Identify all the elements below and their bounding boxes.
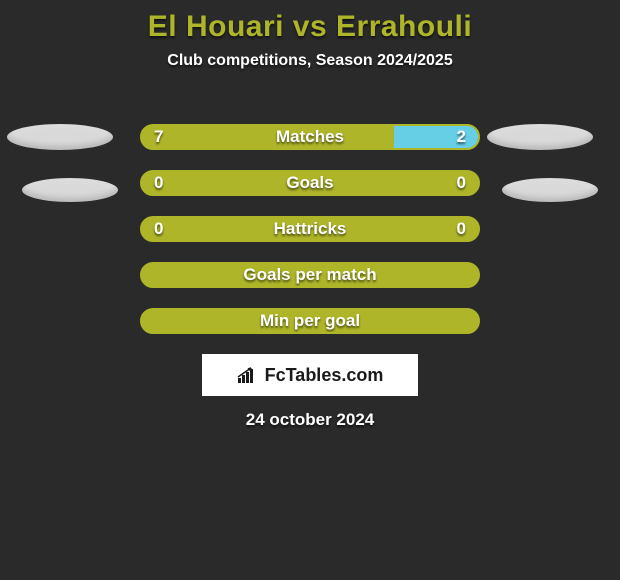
stat-row: Goals per match bbox=[140, 262, 480, 288]
page-title: El Houari vs Errahouli bbox=[0, 0, 620, 52]
stat-label: Goals per match bbox=[243, 265, 376, 285]
brand-text: FcTables.com bbox=[265, 365, 384, 386]
stat-row: Goals 0 0 bbox=[140, 170, 480, 196]
stat-label: Matches bbox=[276, 127, 344, 147]
stat-value-right: 0 bbox=[457, 173, 466, 193]
stat-row: Matches 7 2 bbox=[140, 124, 480, 150]
stat-bar-track: Hattricks 0 0 bbox=[140, 216, 480, 242]
decorative-ellipse bbox=[487, 124, 593, 150]
brand-box: FcTables.com bbox=[202, 354, 418, 396]
stat-bar-track: Goals per match bbox=[140, 262, 480, 288]
stat-value-left: 7 bbox=[154, 127, 163, 147]
comparison-infographic: El Houari vs Errahouli Club competitions… bbox=[0, 0, 620, 580]
stat-label: Goals bbox=[286, 173, 333, 193]
stat-bar-track: Goals 0 0 bbox=[140, 170, 480, 196]
stat-row: Min per goal bbox=[140, 308, 480, 334]
stat-label: Min per goal bbox=[260, 311, 360, 331]
stat-value-left: 0 bbox=[154, 173, 163, 193]
stat-bars: Matches 7 2 Goals 0 0 Hattricks 0 0 Goals per mat… bbox=[140, 124, 480, 334]
stat-bar-left-fill bbox=[142, 126, 394, 148]
stat-row: Hattricks 0 0 bbox=[140, 216, 480, 242]
decorative-ellipse bbox=[502, 178, 598, 202]
stat-value-right: 0 bbox=[457, 219, 466, 239]
date-text: 24 october 2024 bbox=[246, 410, 375, 430]
bars-chart-icon bbox=[237, 366, 259, 384]
stat-bar-track: Min per goal bbox=[140, 308, 480, 334]
decorative-ellipse bbox=[22, 178, 118, 202]
stat-label: Hattricks bbox=[274, 219, 347, 239]
stat-value-left: 0 bbox=[154, 219, 163, 239]
subtitle: Club competitions, Season 2024/2025 bbox=[0, 52, 620, 70]
stat-bar-track: Matches 7 2 bbox=[140, 124, 480, 150]
decorative-ellipse bbox=[7, 124, 113, 150]
stat-value-right: 2 bbox=[457, 127, 466, 147]
